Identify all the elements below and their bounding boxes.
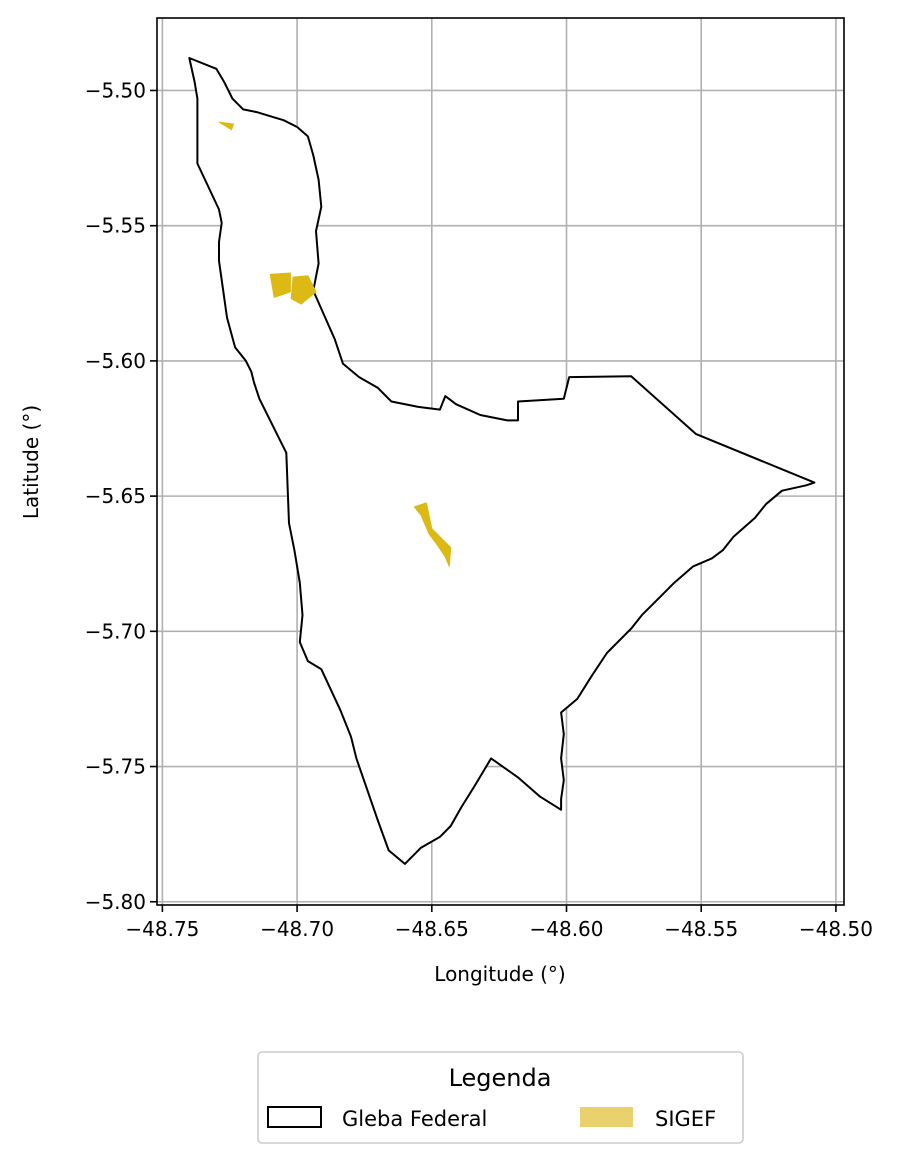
y-tick-label: −5.50 xyxy=(85,78,146,102)
plot-area xyxy=(156,17,845,906)
legend-label-gleba-federal: Gleba Federal xyxy=(342,1107,487,1131)
y-tick-label: −5.70 xyxy=(85,619,146,643)
y-tick-label: −5.55 xyxy=(85,214,146,238)
legend: Legenda Gleba Federal SIGEF xyxy=(257,1051,744,1144)
sigef-polygon xyxy=(413,502,452,567)
y-tick-label: −5.75 xyxy=(85,755,146,779)
x-tick-label: −48.55 xyxy=(664,917,738,941)
y-axis: −5.50 −5.55 −5.60 −5.65 −5.70 −5.75 −5.80 xyxy=(85,78,157,914)
sigef-layer xyxy=(218,121,452,567)
sigef-polygon xyxy=(290,275,317,305)
y-axis-label: Latitude (°) xyxy=(19,405,43,519)
gleba-federal-polygon xyxy=(188,57,816,865)
sigef-polygon xyxy=(218,121,234,131)
y-tick-label: −5.65 xyxy=(85,484,146,508)
x-tick-label: −48.70 xyxy=(260,917,334,941)
gleba-federal-layer xyxy=(188,57,816,865)
legend-title: Legenda xyxy=(449,1064,552,1092)
y-tick-label: −5.60 xyxy=(85,349,146,373)
legend-swatch-sigef xyxy=(580,1107,633,1127)
sigef-polygon xyxy=(269,272,291,298)
legend-label-sigef: SIGEF xyxy=(655,1107,716,1131)
x-tick-label: −48.60 xyxy=(529,917,603,941)
plot-frame xyxy=(156,17,845,906)
x-axis: −48.75 −48.70 −48.65 −48.60 −48.55 −48.50 xyxy=(125,905,873,941)
x-tick-label: −48.65 xyxy=(395,917,469,941)
x-tick-label: −48.50 xyxy=(799,917,873,941)
x-tick-label: −48.75 xyxy=(125,917,199,941)
legend-swatch-gleba-federal xyxy=(267,1106,322,1128)
y-tick-label: −5.80 xyxy=(85,890,146,914)
x-axis-label: Longitude (°) xyxy=(434,962,565,986)
